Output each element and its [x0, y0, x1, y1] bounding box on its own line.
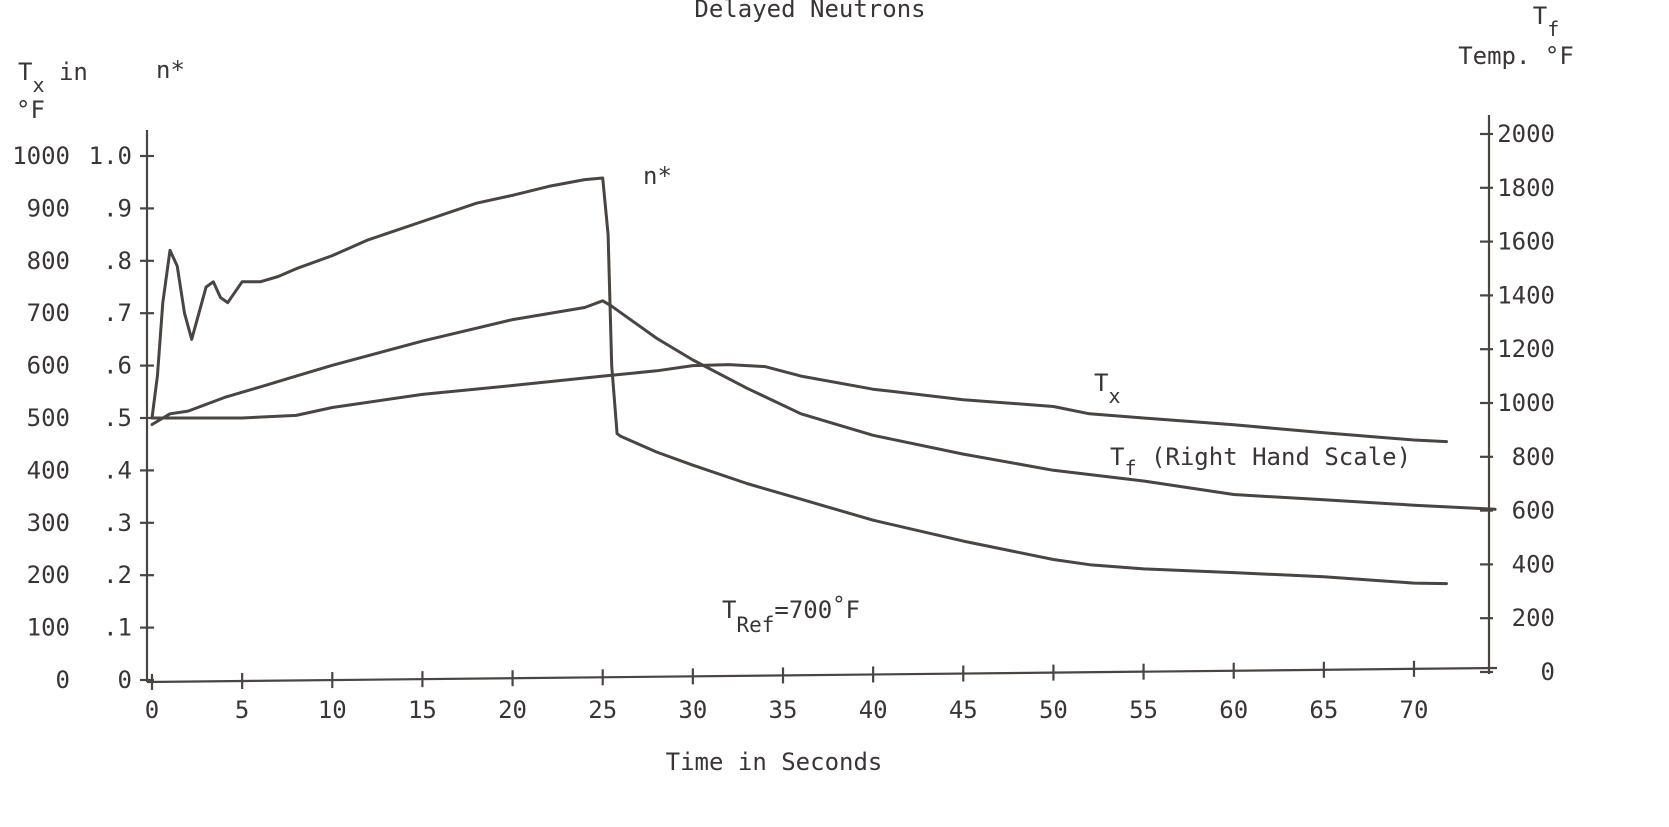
- series-label-nstar: n*: [643, 162, 672, 190]
- x-axis-label: Time in Seconds: [666, 748, 883, 776]
- n-tick-label: .8: [103, 247, 132, 275]
- series-line-nstar: [150, 176, 1448, 586]
- tf-tick-label: 200: [1512, 604, 1555, 632]
- tf-label-temp: Temp. °F: [1458, 42, 1574, 70]
- tf-label-sub: f: [1547, 17, 1559, 41]
- tf-tick-label: 1800: [1497, 174, 1555, 202]
- n-tick-label: .6: [103, 352, 132, 380]
- series-group: [150, 176, 1497, 586]
- tf-tick-label: 800: [1512, 443, 1555, 471]
- tx-tick-label: 700: [27, 299, 70, 327]
- tx-tick-label: 300: [27, 509, 70, 537]
- tx-label-in: in: [45, 58, 88, 86]
- tf-tick-label: 1000: [1497, 389, 1555, 417]
- tx-tick-label: 1000: [12, 142, 70, 170]
- tx-tick-label: 900: [27, 194, 70, 222]
- x-tick-label: 60: [1219, 696, 1248, 724]
- tf-tick-label: 400: [1512, 550, 1555, 578]
- tf-tick-label: 1200: [1497, 335, 1555, 363]
- left-axis-n-label: n*: [156, 56, 185, 84]
- chart-title: Delayed Neutrons: [694, 0, 925, 23]
- tx-tick-label: 200: [27, 561, 70, 589]
- x-tick-label: 30: [678, 696, 707, 724]
- tx-tick-label: 400: [27, 456, 70, 484]
- n-tick-label: .4: [103, 456, 132, 484]
- right-axis-tf-label: Tf Temp. °F: [1458, 2, 1574, 70]
- series-line-tx: [150, 363, 1448, 444]
- annotation-tref: TRef=700°F: [722, 593, 860, 637]
- tx-tick-label: 0: [56, 666, 70, 694]
- x-tick-label: 10: [318, 696, 347, 724]
- series-label-tx-sub: x: [1108, 384, 1120, 408]
- left-axis-tx-label: Tx in °F: [16, 58, 88, 124]
- annotation-eq: =700: [774, 596, 832, 624]
- tx-tick-label: 800: [27, 247, 70, 275]
- series-label-tf-sub: f: [1124, 456, 1136, 480]
- ticks-group: 0 5 10 15 20 25 30 35 40 45 50 55 60 65 700 0100.1200.2…: [12, 120, 1555, 724]
- n-tick-label: .7: [103, 299, 132, 327]
- tx-unit: °F: [16, 96, 45, 124]
- annotation-deg: °: [832, 593, 845, 618]
- svg-text:Tx in: Tx in: [18, 58, 88, 97]
- series-label-tf-rest: (Right Hand Scale): [1137, 443, 1412, 471]
- n-tick-label: .3: [103, 509, 132, 537]
- tx-tick-label: 600: [27, 352, 70, 380]
- x-tick-label: 35: [769, 696, 798, 724]
- x-tick-label: 40: [859, 696, 888, 724]
- axes-group: [145, 115, 1498, 684]
- x-tick-label: 50: [1039, 696, 1068, 724]
- x-tick-label: 70: [1400, 696, 1429, 724]
- tf-label-T: T: [1533, 2, 1547, 30]
- x-tick-label: 55: [1129, 696, 1158, 724]
- x-axis-line: [146, 666, 1498, 684]
- tx-tick-label: 500: [27, 404, 70, 432]
- tf-tick-label: 2000: [1497, 120, 1555, 148]
- tx-tick-label: 100: [27, 614, 70, 642]
- svg-text:Tf: Tf: [1533, 2, 1560, 41]
- x-tick-label: 5: [235, 696, 249, 724]
- series-line-tf: [150, 299, 1497, 511]
- n-tick-label: .5: [103, 404, 132, 432]
- annotation-sub: Ref: [736, 613, 774, 637]
- x-tick-label: 65: [1309, 696, 1338, 724]
- tf-tick-label: 1400: [1497, 281, 1555, 309]
- x-tick-label: 20: [498, 696, 527, 724]
- annotation-F: F: [845, 596, 859, 624]
- tf-tick-label: 1600: [1497, 228, 1555, 256]
- n-tick-label: 1.0: [89, 142, 132, 170]
- tx-label-sub: x: [32, 73, 44, 97]
- n-tick-label: 0: [118, 666, 132, 694]
- x-tick-label: 15: [408, 696, 437, 724]
- series-label-tx: Tx: [1094, 369, 1121, 408]
- n-tick-label: .2: [103, 561, 132, 589]
- x-tick-label: 45: [949, 696, 978, 724]
- n-tick-label: .1: [103, 614, 132, 642]
- series-label-tf: Tf (Right Hand Scale): [1110, 443, 1411, 480]
- x-tick-label: 0: [145, 696, 159, 724]
- tf-tick-label: 600: [1512, 497, 1555, 525]
- tx-label-T: T: [18, 58, 32, 86]
- series-label-tf-T: T: [1110, 443, 1124, 471]
- n-tick-label: .9: [103, 194, 132, 222]
- tf-tick-label: 0: [1541, 658, 1555, 686]
- x-tick-label: 25: [588, 696, 617, 724]
- annotation-T: T: [722, 596, 736, 624]
- series-label-tx-T: T: [1094, 369, 1108, 397]
